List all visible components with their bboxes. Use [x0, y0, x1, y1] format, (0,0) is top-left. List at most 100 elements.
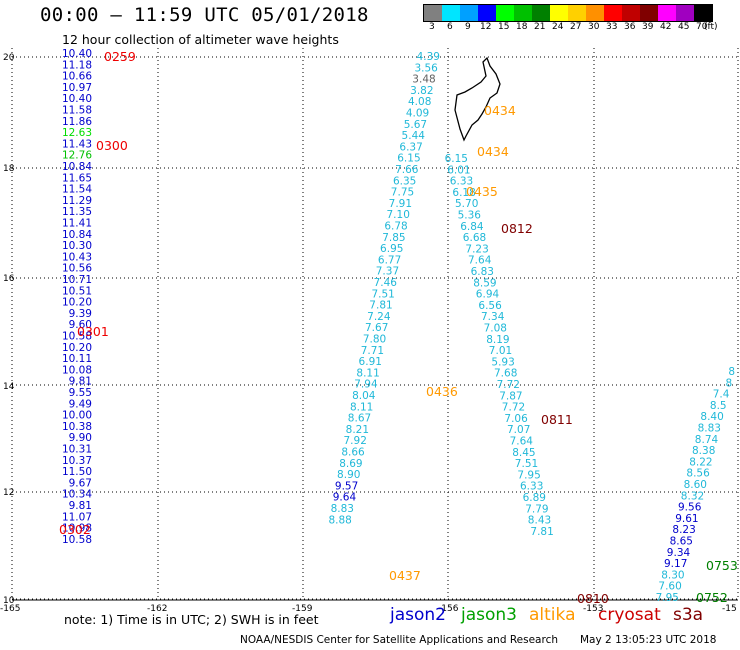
wave-height-value: 7.64: [468, 255, 492, 267]
wave-height-value: 10.20: [62, 297, 92, 309]
wave-height-value: 6.94: [476, 289, 500, 301]
generated-timestamp: May 2 13:05:23 UTC 2018: [580, 634, 717, 646]
wave-height-value: 7.67: [365, 322, 388, 334]
wave-height-value: 7.01: [489, 345, 512, 357]
wave-height-value: 6.77: [378, 254, 401, 266]
wave-height-value: 11.54: [62, 184, 92, 196]
wave-height-value: 8.90: [337, 469, 360, 481]
pass-time-labels: 0259 0300 0301 0302 0434 0434 0435 0436 0437 0812…: [59, 49, 738, 606]
legend-label-27: 27: [570, 22, 582, 32]
wave-height-value: 7.51: [515, 458, 538, 470]
footnote: note: 1) Time is in UTC; 2) SWH is in fe…: [64, 612, 319, 627]
legend-label-42: 42: [660, 22, 672, 32]
wave-height-value: 8.40: [700, 411, 723, 423]
wave-height-value: 7.37: [376, 266, 399, 278]
wave-height-value: 10.58: [62, 331, 92, 343]
wave-height-value: 6.56: [478, 300, 502, 312]
color-legend-bar: [423, 4, 713, 22]
wave-height-value: 9.17: [664, 558, 687, 570]
legend-label-24: 24: [552, 22, 564, 32]
wave-height-value: 10.20: [62, 342, 92, 354]
lon-label: -162: [147, 604, 167, 614]
pass-time-label: 0752: [696, 590, 728, 605]
lon-label: -165: [0, 604, 20, 614]
wave-height-value: 8.74: [695, 434, 719, 446]
wave-height-value: 7.66: [395, 164, 419, 176]
wave-height-value: 10.34: [62, 489, 92, 501]
wave-height-value: 8.23: [672, 524, 695, 536]
wave-height-value: 10.51: [62, 285, 92, 297]
wave-height-value: 7.60: [658, 581, 681, 593]
wave-height-value: 11.50: [62, 466, 92, 478]
wave-height-value: 8.30: [661, 569, 684, 581]
legend-unit: (ft): [704, 22, 718, 32]
wave-height-value: 6.68: [463, 232, 486, 244]
legend-label-15: 15: [498, 22, 510, 32]
legend-jason3: jason3: [461, 605, 517, 625]
wave-height-value: 7.92: [344, 435, 367, 447]
legend-cryosat: cryosat: [598, 605, 661, 625]
wave-height-value: 7.24: [367, 311, 391, 323]
pass-time-label: 0302: [59, 522, 91, 537]
wave-height-value: 9.57: [335, 480, 358, 492]
wave-height-value: 6.89: [523, 492, 546, 504]
wave-height-value: 7.23: [465, 243, 488, 255]
wave-height-value: 8.19: [486, 334, 509, 346]
lat-label: 16: [3, 274, 15, 284]
pass-time-label: 0811: [541, 412, 573, 427]
legend-label-21: 21: [534, 22, 546, 32]
wave-height-value: 10.71: [62, 274, 92, 286]
wave-height-value: 7.91: [389, 198, 412, 210]
legend-swatch-9: [460, 5, 478, 21]
wave-height-value: 6.33: [520, 481, 543, 493]
legend-swatch-27: [568, 5, 586, 21]
wave-height-value: 11.41: [62, 218, 92, 230]
wave-height-value: 7.07: [507, 424, 530, 436]
pass-time-label: 0437: [389, 568, 421, 583]
wave-height-value: 11.07: [62, 511, 92, 523]
wave-height-value: 9.34: [667, 547, 691, 559]
wave-height-value: 7.08: [484, 323, 507, 335]
wave-height-value: 8.38: [692, 445, 715, 457]
legend-label-33: 33: [606, 22, 618, 32]
coastline: [454, 56, 501, 142]
wave-height-value: 10.40: [62, 48, 92, 60]
wave-height-value: 11.86: [62, 116, 92, 128]
legend-label-3: 3: [429, 22, 435, 32]
legend-label-12: 12: [480, 22, 492, 32]
lat-label: 10: [3, 596, 15, 606]
wave-height-value: 10.97: [62, 82, 92, 94]
wave-height-value: 4.08: [408, 96, 431, 108]
wave-height-value: 8.11: [350, 401, 373, 413]
wave-height-value: 10.84: [62, 229, 92, 241]
credit-line: NOAA/NESDIS Center for Satellite Applica…: [240, 634, 558, 646]
lat-label: 20: [3, 53, 15, 63]
wave-height-value: 8.43: [528, 515, 551, 527]
wave-height-value: 10.84: [62, 161, 92, 173]
pass-time-label: 0810: [577, 591, 609, 606]
wave-height-value: 8.69: [339, 458, 362, 470]
legend-swatch-24: [550, 5, 568, 21]
lat-label: 18: [3, 164, 15, 174]
wave-height-value: 10.98: [62, 523, 92, 535]
wave-height-value: 8.65: [670, 536, 693, 548]
wave-height-value: 7.87: [499, 390, 522, 402]
wave-height-value: 12.76: [62, 150, 92, 162]
wave-height-value: 9.49: [69, 398, 92, 410]
wave-height-value: 8.5: [710, 400, 727, 412]
wave-height-value: 10.56: [62, 263, 92, 275]
wave-height-value: 6.84: [460, 221, 484, 233]
wave-height-value: 10.00: [62, 410, 92, 422]
wave-height-value: 7.71: [361, 345, 384, 357]
wave-height-value: 9.90: [69, 432, 92, 444]
wave-height-value: 6.78: [384, 221, 407, 233]
wave-height-value: 8.59: [473, 277, 496, 289]
wave-height-value: 6.83: [471, 266, 494, 278]
lat-label: 14: [3, 382, 15, 392]
pass-time-label: 0435: [466, 184, 498, 199]
wave-height-value: 8.60: [684, 479, 707, 491]
legend-label-9: 9: [465, 22, 471, 32]
axis-labels: -165 -162 -159 -156 -153 -15 20 18 16 14 12 10: [0, 53, 737, 614]
pass-time-label: 0259: [104, 49, 136, 64]
